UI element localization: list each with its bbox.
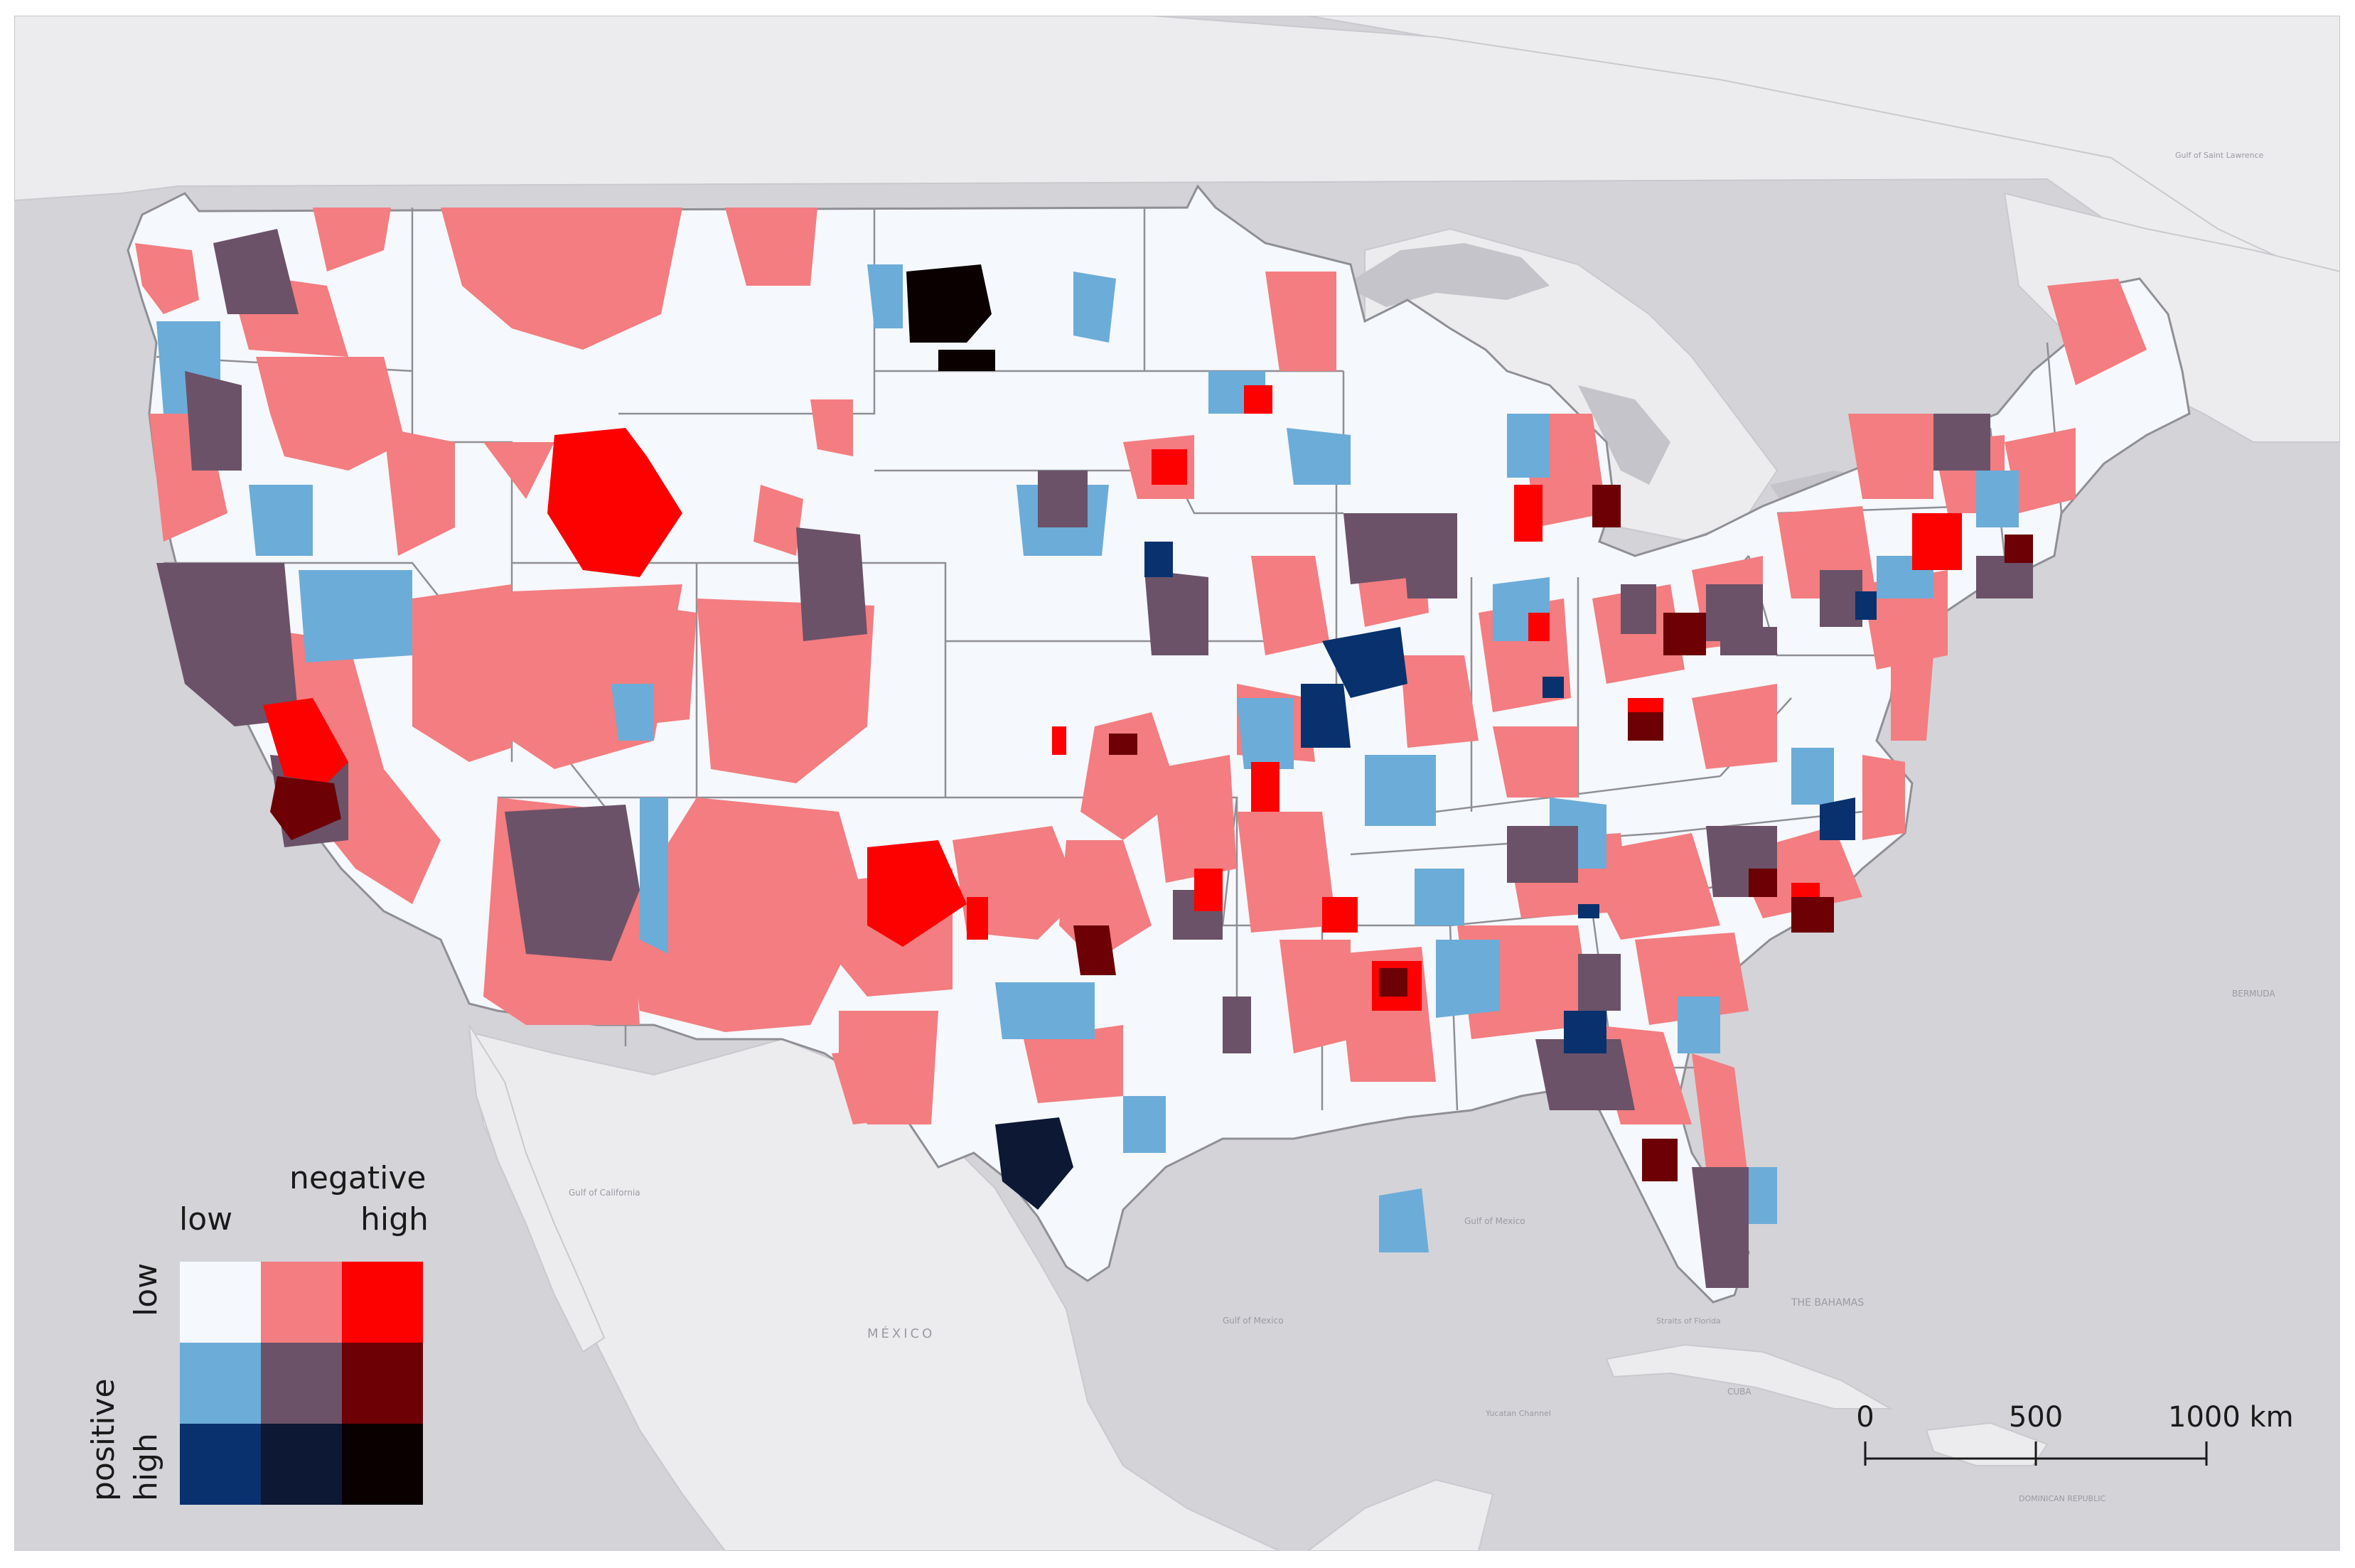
scale-label-0: 0 — [1856, 1401, 1874, 1434]
legend-cell-pos-mid-neg-mid — [261, 1343, 342, 1424]
hispaniola — [1925, 1422, 2049, 1466]
class-high-pos-low-neg — [1144, 542, 1877, 1053]
lake-superior — [1343, 243, 1550, 307]
legend-cell-pos-mid-neg-high — [342, 1343, 423, 1424]
legend-grid — [180, 1262, 423, 1505]
map-frame: MÉXICO Gulf of California Gulf of Mexico… — [14, 16, 2340, 1551]
legend-row-high: high — [128, 1433, 164, 1501]
label-yucatan: Yucatan Channel — [1485, 1409, 1551, 1418]
label-gulf-mexico: Gulf of Mexico — [1464, 1216, 1525, 1226]
label-mexico: MÉXICO — [867, 1326, 935, 1341]
legend-positive-title: positive — [85, 1378, 122, 1501]
cuba — [1605, 1343, 1894, 1409]
legend-cell-pos-low-neg-low — [180, 1262, 261, 1343]
yucatan — [1307, 1478, 1494, 1551]
class-high-pos-mid-neg — [995, 1117, 1073, 1210]
geo-labels: MÉXICO Gulf of California Gulf of Mexico… — [569, 151, 2275, 1503]
label-dominican: DOMINICAN REPUBLIC — [2019, 1494, 2105, 1503]
scale-label-500: 500 — [2009, 1401, 2063, 1434]
label-bahamas: THE BAHAMAS — [1791, 1297, 1864, 1309]
legend-cell-pos-low-neg-mid — [261, 1262, 342, 1343]
legend-negative-title: negative — [289, 1160, 426, 1196]
label-gulf-mexico-2: Gulf of Mexico — [1223, 1316, 1284, 1326]
label-cuba: CUBA — [1727, 1387, 1752, 1397]
class-mid-pos-high-neg — [270, 485, 2033, 1181]
baja-california — [468, 1024, 606, 1353]
quebec-maritimes — [2003, 192, 2340, 443]
county-bivariate-map: MÉXICO Gulf of California Gulf of Mexico… — [14, 16, 2340, 1551]
bivariate-legend: negative low high low positive high — [85, 1160, 429, 1505]
surrounding-land — [14, 16, 2340, 1551]
label-straits-florida: Straits of Florida — [1656, 1316, 1721, 1326]
legend-cell-pos-low-neg-high — [342, 1262, 423, 1343]
legend-cell-pos-mid-neg-low — [180, 1343, 261, 1424]
class-low-pos-mid-neg — [135, 208, 2147, 1181]
legend-cell-pos-high-neg-high — [342, 1424, 423, 1505]
label-st-lawrence: Gulf of Saint Lawrence — [2175, 151, 2264, 160]
county-fills — [135, 208, 2147, 1288]
legend-cell-pos-high-neg-mid — [261, 1424, 342, 1505]
class-high-pos-high-neg — [906, 264, 995, 371]
label-gulf-california: Gulf of California — [569, 1188, 640, 1198]
scale-label-1000: 1000 km — [2168, 1401, 2294, 1434]
scale-bar: 0 500 1000 km — [1856, 1401, 2294, 1466]
legend-col-low: low — [179, 1201, 232, 1237]
legend-col-high: high — [360, 1201, 429, 1237]
legend-cell-pos-high-neg-low — [180, 1424, 261, 1505]
label-bermuda: BERMUDA — [2232, 989, 2275, 999]
legend-row-low: low — [128, 1263, 164, 1316]
lake-huron — [1578, 385, 1670, 485]
